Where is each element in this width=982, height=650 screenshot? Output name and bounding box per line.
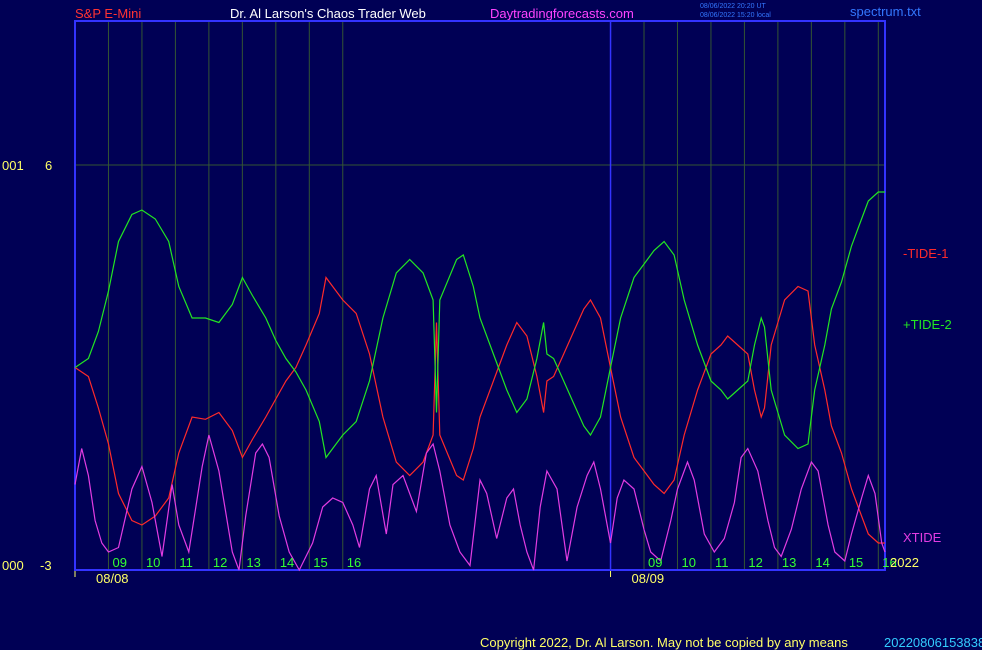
x-tick-label-9: 10: [681, 555, 695, 570]
x-tick-label-11: 12: [748, 555, 762, 570]
series-line--tide-2: [74, 191, 885, 459]
x-tick-label-2: 11: [179, 555, 193, 570]
x-tick-label-10: 11: [715, 555, 729, 570]
plot-layer: -TIDE-1 +TIDE-2 XTIDE 001 6 000 -3 09 10 11 12 13 14…: [2, 20, 952, 586]
spectrum-file-label: spectrum.txt: [850, 4, 921, 19]
timestamp-utc: 08/06/2022 20:20 UT: [700, 3, 766, 10]
x-tick-label-7: 16: [347, 555, 361, 570]
plot-frame: [74, 20, 886, 571]
series-line--tide-1: [74, 276, 885, 544]
timestamp-local: 08/06/2022 15:20 local: [700, 12, 771, 19]
y-label-bottom-name: 000: [2, 558, 24, 573]
y-label-top-name: 001: [2, 158, 24, 173]
year-label: 2022: [890, 555, 919, 570]
x-tick-label-4: 13: [246, 555, 260, 570]
x-tick-label-5: 14: [280, 555, 294, 570]
x-tick-label-12: 13: [782, 555, 796, 570]
x-tick-label-15: 16: [882, 555, 896, 570]
date-label-0: 08/08: [96, 571, 129, 586]
series-label-2: XTIDE: [903, 530, 942, 545]
x-tick-label-13: 14: [815, 555, 829, 570]
x-tick-label-8: 09: [648, 555, 662, 570]
x-tick-label-1: 10: [146, 555, 160, 570]
svg-text:Daytradingforecasts.com: Daytradingforecasts.com: [490, 6, 634, 21]
series-label-0: -TIDE-1: [903, 246, 949, 261]
y-label-top-value: 6: [45, 158, 52, 173]
x-tick-label-0: 09: [112, 555, 126, 570]
overlap-stamp: 20220806153838: [884, 635, 982, 650]
site-link[interactable]: Daytradingforecasts.com: [490, 6, 634, 21]
series-line-xtide: [74, 434, 886, 572]
y-label-bottom-value: -3: [40, 558, 52, 573]
symbol-title: S&P E-Mini: [75, 6, 141, 21]
date-label-1: 08/09: [632, 571, 665, 586]
x-tick-label-3: 12: [213, 555, 227, 570]
copyright-text: Copyright 2022, Dr. Al Larson. May not b…: [480, 635, 848, 650]
series-label-1: +TIDE-2: [903, 317, 952, 332]
x-tick-label-6: 15: [313, 555, 327, 570]
author-title: Dr. Al Larson's Chaos Trader Web: [230, 6, 426, 21]
x-tick-label-14: 15: [849, 555, 863, 570]
